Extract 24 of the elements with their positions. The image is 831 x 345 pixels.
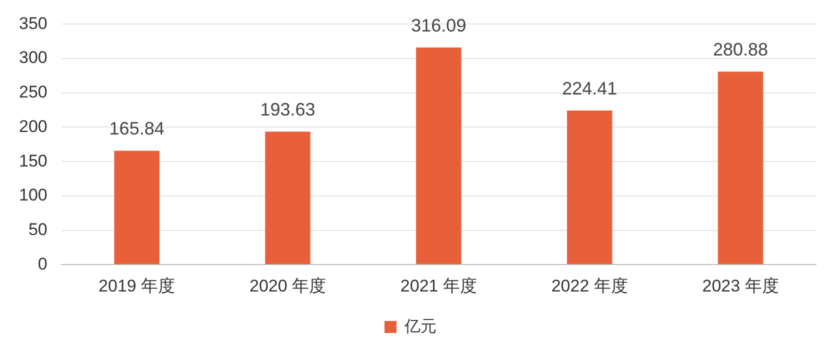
y-tick-label: 100 xyxy=(18,186,48,205)
data-label: 193.63 xyxy=(260,100,316,120)
data-label: 165.84 xyxy=(109,118,164,139)
x-tick-label: 2020 年度 xyxy=(249,276,326,296)
data-label: 280.88 xyxy=(713,40,768,60)
x-tick-label: 2022 年度 xyxy=(551,276,628,296)
legend-label: 亿元 xyxy=(404,318,436,336)
bar xyxy=(718,72,764,264)
x-tick-label: 2021 年度 xyxy=(400,276,477,296)
y-tick-label: 300 xyxy=(18,48,48,68)
y-tick-label: 50 xyxy=(28,220,48,239)
y-tick-label: 200 xyxy=(18,116,48,136)
y-tick-label: 350 xyxy=(18,14,48,33)
data-label: 316.09 xyxy=(411,15,466,36)
bar xyxy=(416,47,462,264)
bar xyxy=(114,150,160,264)
y-tick-label: 250 xyxy=(18,82,48,102)
x-tick-label: 2019 年度 xyxy=(98,276,176,296)
data-label: 224.41 xyxy=(562,78,618,98)
y-tick-label: 150 xyxy=(18,151,48,170)
bar xyxy=(265,132,310,264)
y-tick-label: 0 xyxy=(38,254,48,274)
bar xyxy=(566,110,612,264)
x-tick-label: 2023 年度 xyxy=(702,276,779,296)
